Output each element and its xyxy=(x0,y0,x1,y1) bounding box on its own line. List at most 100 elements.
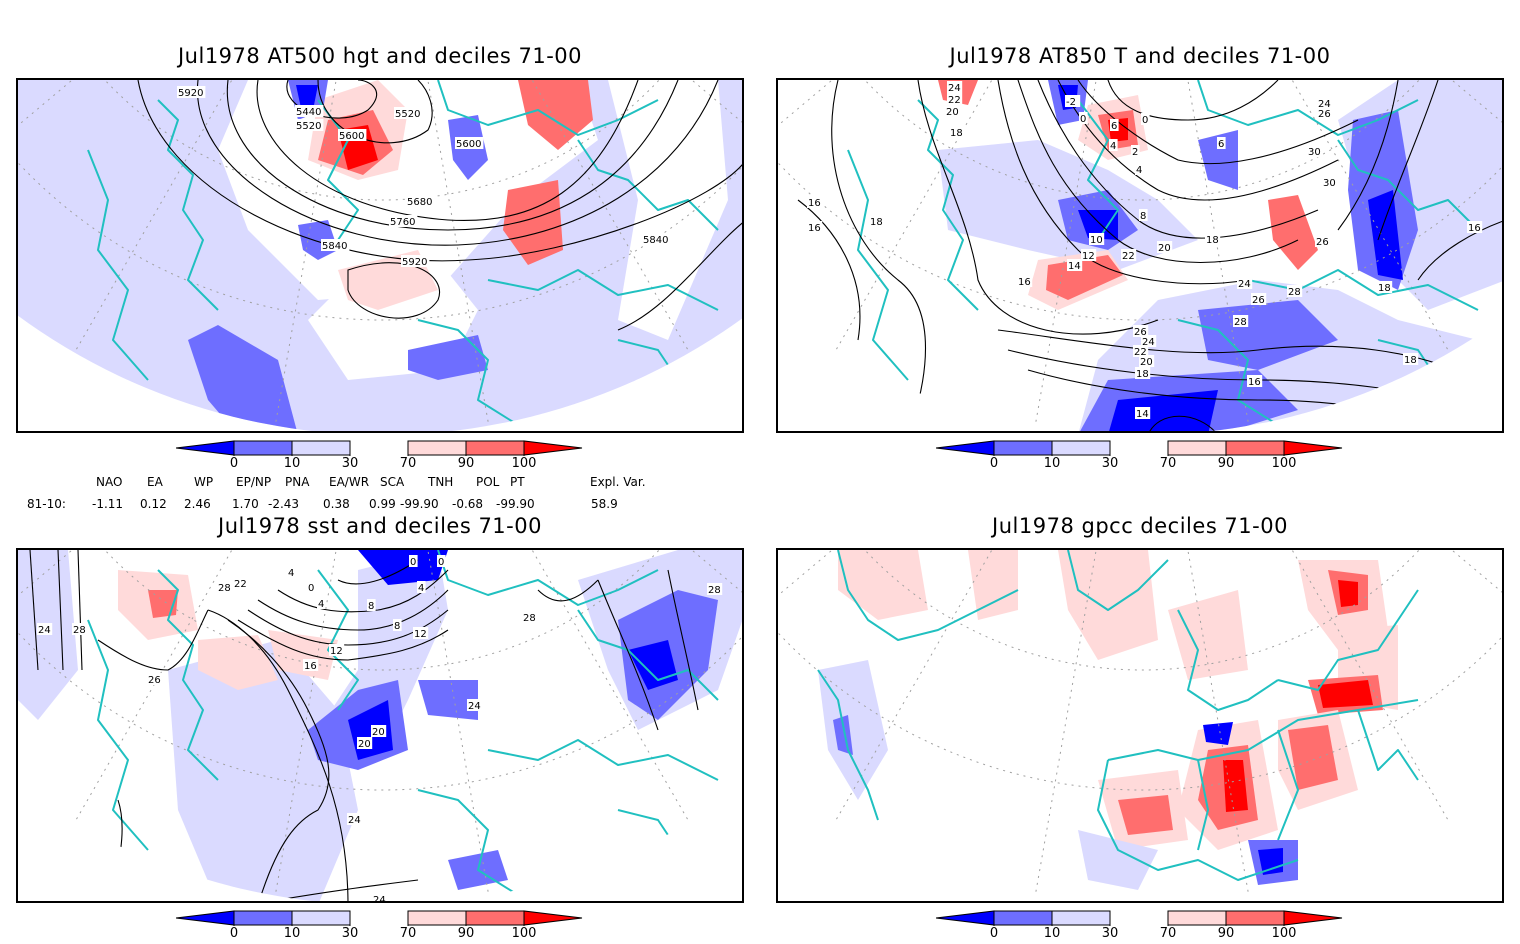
decile-region-70-90 xyxy=(198,635,278,690)
contour-line xyxy=(797,199,861,341)
contour-label-bg xyxy=(287,566,296,578)
contour-label: 16 xyxy=(1467,221,1483,234)
contour-label: 16 xyxy=(807,196,823,209)
contour-label: 18 xyxy=(1377,281,1393,294)
contour-label-bg xyxy=(1217,137,1226,149)
contour-label-bg xyxy=(1233,315,1249,327)
colorbar-swatch-70-90 xyxy=(1167,910,1227,926)
contour-label-bg xyxy=(401,255,430,267)
contour-label: 26 xyxy=(147,673,163,686)
contour-label-bg xyxy=(1135,163,1144,175)
contour-label-bg xyxy=(1139,355,1155,367)
contour-label-bg xyxy=(409,555,418,567)
contour-label: 8 xyxy=(1139,209,1148,222)
contour-label-bg xyxy=(233,577,249,589)
coastline xyxy=(1277,589,1419,691)
coastline xyxy=(1177,609,1279,711)
contour-label-text: 16 xyxy=(1468,223,1481,234)
contour-label-bg xyxy=(347,813,363,825)
contour-label: 18 xyxy=(949,126,965,139)
contour-label: 8 xyxy=(393,619,402,632)
decile-region-below-0 xyxy=(296,85,318,108)
contour-label-bg xyxy=(1317,107,1333,119)
contour-label-text: 26 xyxy=(1134,327,1147,338)
contour-label: 30 xyxy=(1307,145,1323,158)
contour-label-text: 22 xyxy=(1122,251,1135,262)
contour-label-bg xyxy=(1157,241,1173,253)
index-value-epnp: 1.70 xyxy=(232,497,259,511)
longitude-line xyxy=(274,550,383,896)
contour-line xyxy=(317,80,433,144)
colorbar-swatch-above-100 xyxy=(523,440,583,456)
contour-label: 5920 xyxy=(401,255,430,268)
contour-label-text: 24 xyxy=(373,895,386,903)
colorbar-swatches xyxy=(175,440,583,456)
contour-line xyxy=(667,569,699,711)
colorbar-tick-label: 10 xyxy=(283,456,301,471)
decile-region-90-100 xyxy=(1288,725,1338,790)
contour-label-bg xyxy=(642,233,671,245)
contour-label-bg xyxy=(1067,259,1083,271)
contour-5760 xyxy=(196,80,719,246)
colorbar-swatch-0-10 xyxy=(993,440,1053,456)
latitude-circle xyxy=(18,550,742,671)
contour-label-bg xyxy=(295,119,324,131)
colorbar-tick-label: 0 xyxy=(229,926,239,941)
colorbar-tick-label: 0 xyxy=(989,926,999,941)
contour-label: 4 xyxy=(1109,139,1118,152)
contour-label: 26 xyxy=(1251,293,1267,306)
contour-label-text: 5920 xyxy=(402,257,427,268)
coastline xyxy=(1337,139,1479,231)
contour-label-text: 14 xyxy=(1068,261,1081,272)
contour-label-text: 28 xyxy=(73,625,86,636)
contour-label-bg xyxy=(1251,293,1267,305)
contour-label: 0 xyxy=(1141,113,1150,126)
contour-label-text: 28 xyxy=(708,585,721,596)
longitude-line xyxy=(381,550,690,823)
contour-label-bg xyxy=(1315,235,1331,247)
contour-label: 4 xyxy=(317,597,326,610)
colorbar-tick-label: 10 xyxy=(1043,926,1061,941)
contour-label-text: 4 xyxy=(1110,141,1116,152)
decile-region-0-10 xyxy=(418,680,478,720)
map-canvas-at850: 24222018-2064204616161881012141622201824… xyxy=(778,80,1502,431)
contour-line xyxy=(286,80,377,119)
colorbar-at850: 0 10 30 70 90 100 xyxy=(935,440,1346,474)
contour-label-bg xyxy=(357,737,373,749)
colorbar-tick-label: 90 xyxy=(1217,456,1235,471)
decile-region-30-70 xyxy=(608,80,728,340)
contour-label: -2 xyxy=(1065,95,1081,108)
colorbar-swatches xyxy=(935,910,1343,926)
contour-label-text: -2 xyxy=(1066,97,1076,108)
longitude-line xyxy=(834,550,1143,823)
contour-line xyxy=(237,619,449,661)
coastline xyxy=(1197,80,1419,136)
contour-label-text: 16 xyxy=(808,198,821,209)
coastline xyxy=(1097,759,1299,881)
contour-label-bg xyxy=(371,725,387,737)
contour-label: 6 xyxy=(1217,137,1226,150)
colorbar-swatch-30-70 xyxy=(350,441,408,455)
colorbar-swatch-10-30 xyxy=(291,440,351,456)
contour-label: 5840 xyxy=(642,233,671,246)
decile-region-90-100 xyxy=(1268,195,1318,270)
colorbar-tick-label: 10 xyxy=(1043,456,1061,471)
contour-label-text: 5600 xyxy=(339,131,364,142)
contour-line xyxy=(1337,80,1399,231)
contour-label-text: 28 xyxy=(1288,287,1301,298)
index-header-explvar: Expl. Var. xyxy=(590,475,646,489)
contour-label-bg xyxy=(707,583,723,595)
contour-label-bg xyxy=(455,137,484,149)
index-value-eawr: 0.38 xyxy=(323,497,350,511)
contour-label: 20 xyxy=(945,105,961,118)
contour-label-bg xyxy=(389,215,418,227)
contour-label-bg xyxy=(1065,95,1081,107)
contour-label: 26 xyxy=(1315,235,1331,248)
index-header-wp: WP xyxy=(194,475,214,489)
coastlines xyxy=(817,550,1419,881)
contour-label: 4 xyxy=(417,581,426,594)
contour-line xyxy=(831,80,927,431)
colorbar-tick-label: 100 xyxy=(511,926,537,941)
contour-label-bg xyxy=(947,93,963,105)
colorbar-tick-label: 90 xyxy=(457,926,475,941)
